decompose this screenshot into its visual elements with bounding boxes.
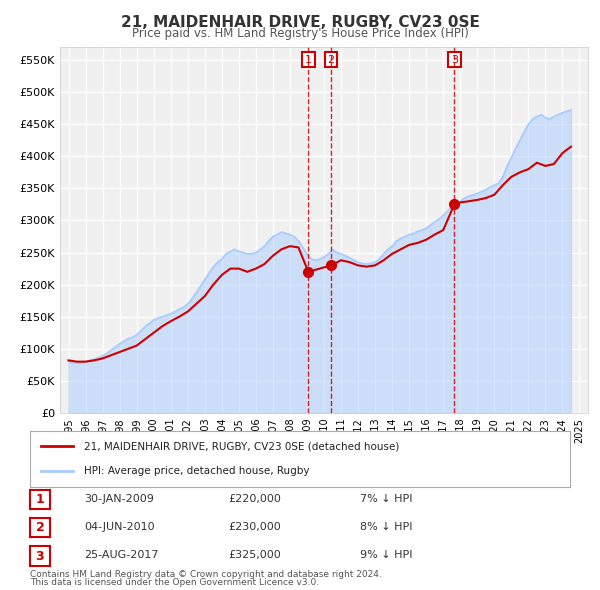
Text: 7% ↓ HPI: 7% ↓ HPI xyxy=(360,494,413,503)
Text: Contains HM Land Registry data © Crown copyright and database right 2024.: Contains HM Land Registry data © Crown c… xyxy=(30,571,382,579)
Text: 8% ↓ HPI: 8% ↓ HPI xyxy=(360,522,413,532)
Text: Price paid vs. HM Land Registry's House Price Index (HPI): Price paid vs. HM Land Registry's House … xyxy=(131,27,469,40)
Text: 25-AUG-2017: 25-AUG-2017 xyxy=(84,550,158,560)
Text: 2: 2 xyxy=(35,521,44,535)
Text: £220,000: £220,000 xyxy=(228,494,281,503)
Text: 9% ↓ HPI: 9% ↓ HPI xyxy=(360,550,413,560)
Text: 3: 3 xyxy=(451,54,458,64)
Text: £325,000: £325,000 xyxy=(228,550,281,560)
Text: 21, MAIDENHAIR DRIVE, RUGBY, CV23 0SE (detached house): 21, MAIDENHAIR DRIVE, RUGBY, CV23 0SE (d… xyxy=(84,441,400,451)
Text: 2: 2 xyxy=(328,54,335,64)
Text: 30-JAN-2009: 30-JAN-2009 xyxy=(84,494,154,503)
Text: 1: 1 xyxy=(35,493,44,506)
Text: £230,000: £230,000 xyxy=(228,522,281,532)
Text: 04-JUN-2010: 04-JUN-2010 xyxy=(84,522,155,532)
Text: 21, MAIDENHAIR DRIVE, RUGBY, CV23 0SE: 21, MAIDENHAIR DRIVE, RUGBY, CV23 0SE xyxy=(121,15,479,30)
Text: HPI: Average price, detached house, Rugby: HPI: Average price, detached house, Rugb… xyxy=(84,466,310,476)
Text: 1: 1 xyxy=(305,54,312,64)
Text: 3: 3 xyxy=(35,549,44,563)
Text: This data is licensed under the Open Government Licence v3.0.: This data is licensed under the Open Gov… xyxy=(30,578,319,587)
